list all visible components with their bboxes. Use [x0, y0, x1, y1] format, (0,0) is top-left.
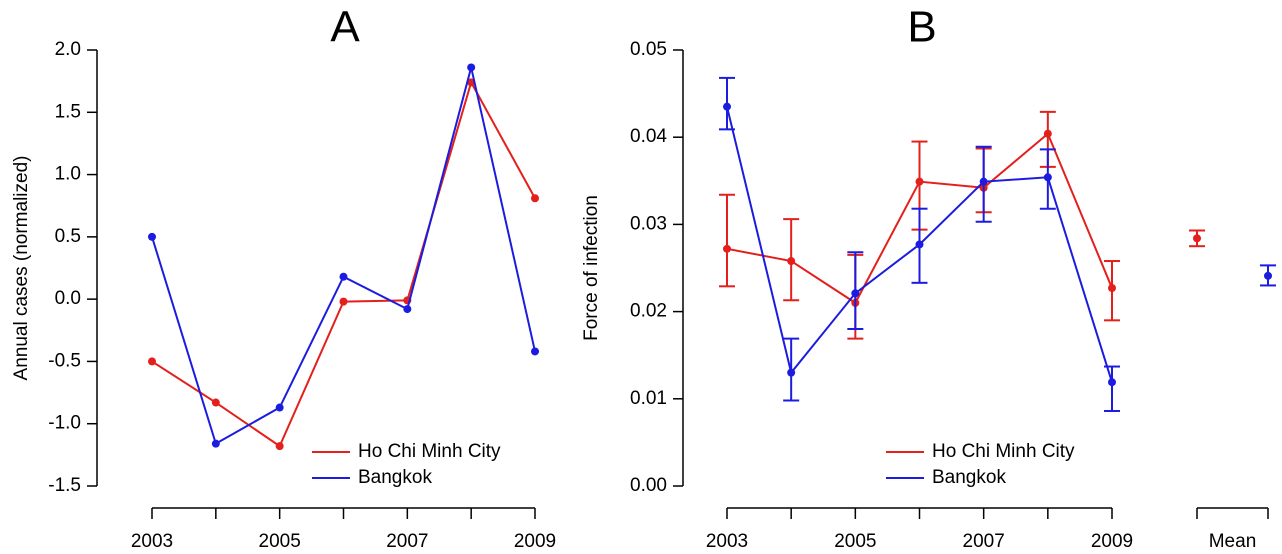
legend-label: Ho Chi Minh City	[932, 441, 1075, 462]
y-tick-label: 0.05	[630, 39, 667, 60]
x-tick-label: 2007	[386, 531, 428, 552]
y-axis-label: Annual cases (normalized)	[11, 156, 32, 381]
chart-title: B	[907, 3, 936, 52]
y-tick-label: -1.0	[48, 413, 81, 434]
point	[1108, 378, 1116, 387]
y-tick-label: 0.01	[630, 388, 667, 409]
point	[1043, 173, 1052, 182]
legend-label: Bangkok	[358, 467, 432, 488]
point	[211, 398, 220, 407]
chart-title: A	[330, 3, 360, 52]
point	[403, 305, 412, 314]
y-tick-label: 1.5	[55, 101, 81, 122]
y-axis-label: Force of infection	[581, 195, 602, 341]
series-line	[151, 67, 536, 446]
y-tick-label: 0.5	[55, 226, 81, 247]
point	[339, 272, 348, 281]
point	[723, 102, 731, 111]
point	[787, 257, 796, 266]
y-tick-label: -0.5	[48, 350, 81, 371]
mean-point	[1264, 271, 1272, 280]
point	[1108, 284, 1116, 293]
mean-point	[1193, 234, 1201, 243]
point	[723, 244, 731, 253]
point	[531, 347, 539, 356]
x-tick-label: 2005	[259, 531, 301, 552]
point	[148, 357, 156, 366]
legend-label: Bangkok	[932, 467, 1006, 488]
y-tick-label: 0.04	[630, 126, 667, 147]
y-tick-label: 0.02	[630, 301, 667, 322]
point	[148, 232, 156, 241]
y-tick-label: 2.0	[55, 39, 81, 60]
series-line	[151, 79, 536, 448]
y-tick-label: -1.5	[48, 475, 81, 496]
y-tick-label: 0.0	[55, 288, 81, 309]
point	[211, 439, 220, 448]
y-tick-label: 1.0	[55, 164, 81, 185]
point	[275, 442, 284, 451]
point	[275, 403, 284, 412]
x-tick-label: 2009	[514, 531, 556, 552]
x-tick-label: 2007	[963, 531, 1005, 552]
y-tick-label: 0.00	[630, 475, 667, 496]
point	[787, 368, 796, 377]
y-tick-label: 0.03	[630, 213, 667, 234]
x-tick-label: Mean	[1209, 531, 1257, 552]
point	[339, 297, 348, 306]
point	[915, 177, 924, 186]
point	[1043, 129, 1052, 138]
x-tick-label: 2009	[1091, 531, 1133, 552]
x-tick-label: 2003	[706, 531, 748, 552]
legend-label: Ho Chi Minh City	[358, 441, 501, 462]
point	[979, 177, 988, 186]
x-tick-label: 2005	[834, 531, 876, 552]
x-tick-label: 2003	[131, 531, 173, 552]
point	[467, 63, 476, 72]
point	[851, 289, 860, 298]
point	[531, 194, 539, 203]
point	[915, 240, 924, 249]
